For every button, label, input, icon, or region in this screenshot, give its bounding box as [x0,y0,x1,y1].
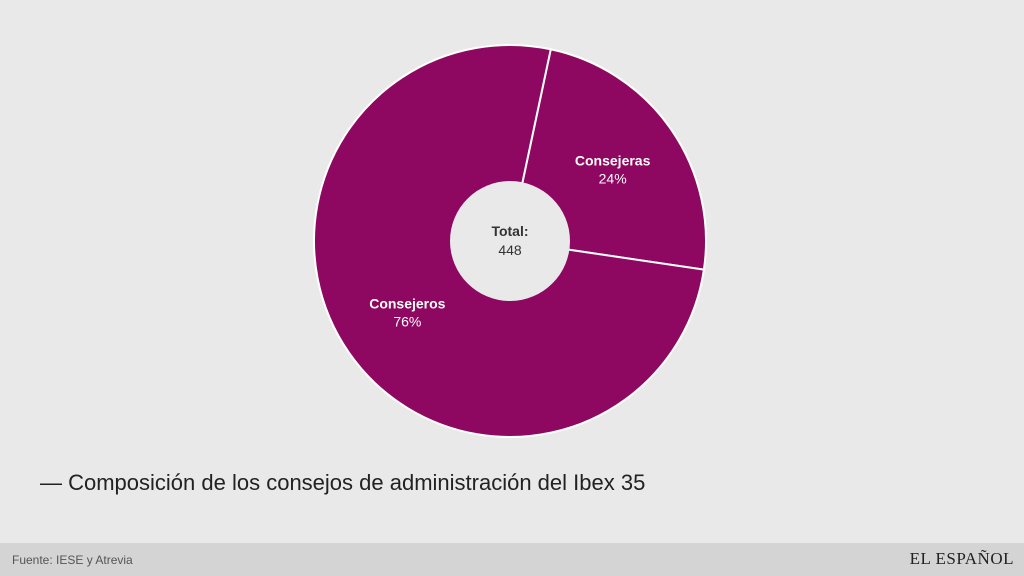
donut-chart: Total: 448 Consejeras 24% Consejeros 76% [313,44,707,438]
source-note: Fuente: IESE y Atrevia [12,553,133,567]
slice-value: 76% [393,313,421,329]
chart-caption: — Composición de los consejos de adminis… [40,470,646,495]
center-value: 448 [498,242,522,258]
slice-label-consejeras: Consejeras 24% [575,153,651,187]
footer-bar: Fuente: IESE y Atrevia EL ESPAÑOL [0,543,1024,576]
slice-name: Consejeras [575,153,651,169]
labels-layer: Consejeras 24% Consejeros 76% [369,153,650,330]
center-hole [450,181,570,301]
slice-value: 24% [599,171,627,187]
brand-logo: EL ESPAÑOL [909,549,1014,568]
slice-name: Consejeros [369,295,445,311]
slice-label-consejeros: Consejeros 76% [369,295,445,329]
center-title: Total: [491,223,528,239]
